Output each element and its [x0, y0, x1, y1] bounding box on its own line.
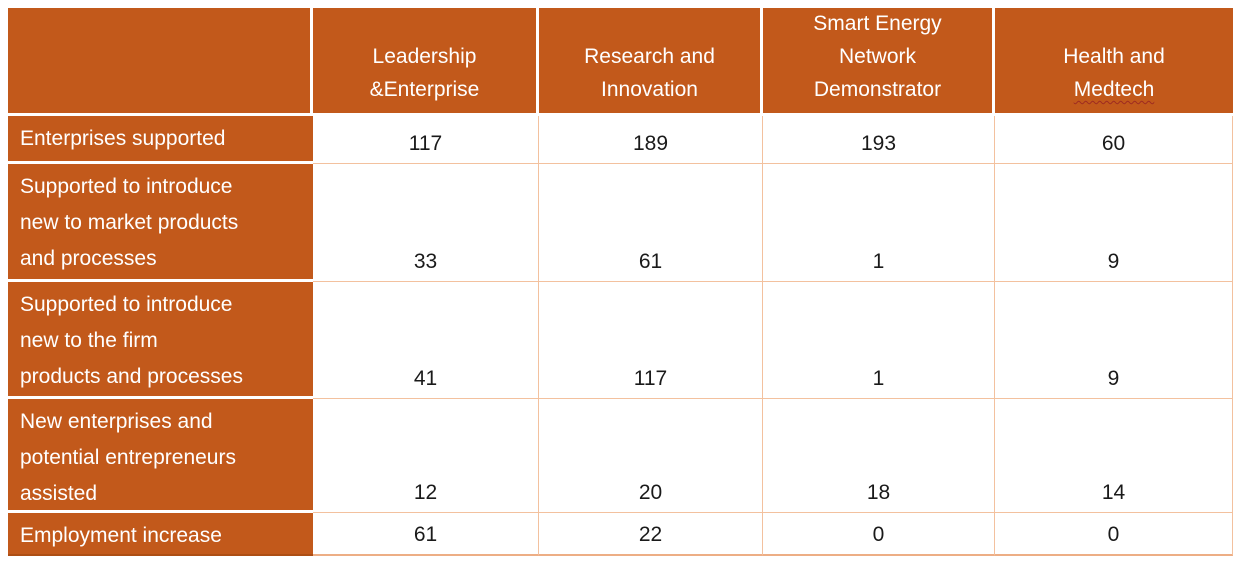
value-cell-1-1: 61: [539, 164, 763, 282]
value-cell-0-0: 117: [313, 116, 539, 164]
value-cell-3-0: 12: [313, 399, 539, 513]
value-cell-4-1: 22: [539, 513, 763, 556]
value-cell-2-3: 9: [995, 282, 1233, 399]
row-label-0: Enterprises supported: [8, 116, 313, 164]
value-cell-3-2: 18: [763, 399, 995, 513]
value-cell-0-2: 193: [763, 116, 995, 164]
row-label-4: Employment increase: [8, 513, 313, 556]
value-cell-4-2: 0: [763, 513, 995, 556]
column-header-3: Health and Medtech: [995, 8, 1233, 116]
value-cell-1-0: 33: [313, 164, 539, 282]
value-cell-4-0: 61: [313, 513, 539, 556]
value-cell-1-3: 9: [995, 164, 1233, 282]
corner-cell: [8, 8, 313, 116]
column-header-2: Smart Energy Network Demonstrator: [763, 8, 995, 116]
column-header-1: Research and Innovation: [539, 8, 763, 116]
value-cell-3-1: 20: [539, 399, 763, 513]
value-cell-3-3: 14: [995, 399, 1233, 513]
column-header-0: Leadership &Enterprise: [313, 8, 539, 116]
value-cell-1-2: 1: [763, 164, 995, 282]
value-cell-4-3: 0: [995, 513, 1233, 556]
row-label-3: New enterprises and potential entrepreneu…: [8, 399, 313, 513]
metrics-table: Leadership &Enterprise Research and Innovat…: [8, 8, 1233, 556]
value-cell-0-1: 189: [539, 116, 763, 164]
spellcheck-underline: Medtech: [1073, 78, 1155, 101]
value-cell-0-3: 60: [995, 116, 1233, 164]
row-label-1: Supported to introduce new to market prod…: [8, 164, 313, 282]
value-cell-2-0: 41: [313, 282, 539, 399]
value-cell-2-1: 117: [539, 282, 763, 399]
value-cell-2-2: 1: [763, 282, 995, 399]
row-label-2: Supported to introduce new to the firm pro…: [8, 282, 313, 399]
